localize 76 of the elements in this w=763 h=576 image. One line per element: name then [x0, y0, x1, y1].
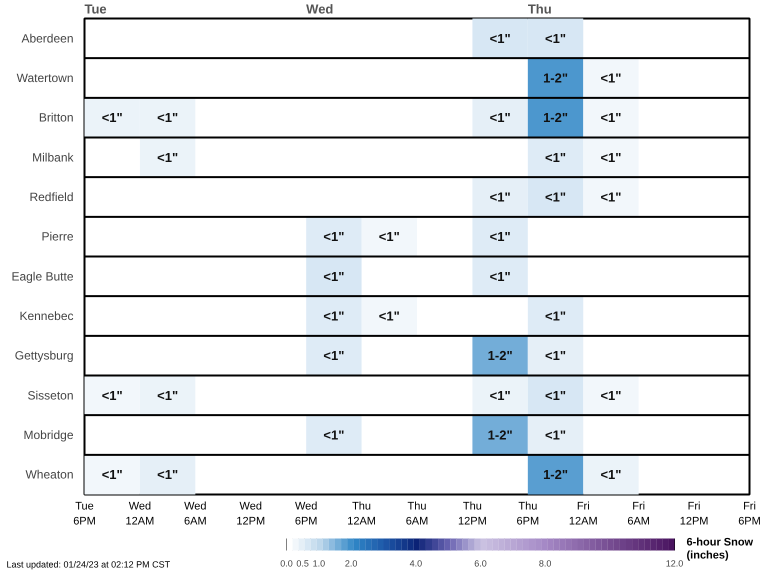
y-tick-label: Aberdeen [21, 31, 74, 46]
y-tick-label: Mobridge [23, 428, 74, 442]
data-label: <1" [157, 150, 178, 165]
data-label: <1" [157, 110, 178, 126]
data-label: <1" [157, 388, 178, 403]
data-label: <1" [600, 110, 622, 126]
text: Wed 6AM [184, 500, 207, 528]
y-tick-label: Wheaton [25, 468, 74, 482]
text: Fri 12PM [680, 500, 708, 528]
data-label: <1" [490, 388, 511, 403]
data-label: 1-2" [543, 467, 568, 482]
data-label: <1" [545, 388, 566, 403]
text: Thu 12PM [458, 500, 487, 528]
color-bar-label: 12.0 [666, 558, 684, 568]
color-bar-title: 6-hour Snow (inches) [686, 536, 754, 562]
data-label: <1" [378, 229, 400, 244]
data-label: <1" [545, 348, 566, 364]
data-label: <1" [323, 428, 344, 442]
data-label: <1" [545, 428, 566, 442]
y-tick-label: Sisseton [27, 388, 74, 402]
data-label: <1" [323, 348, 344, 364]
text: Last updated: 01/24/23 at 02:12 PM CST [6, 560, 171, 570]
color-bar-label: 4.0 [410, 558, 422, 568]
text: Wed 6PM [294, 500, 318, 528]
y-tick-label: Milbank [32, 150, 74, 164]
data-label: <1" [545, 30, 566, 46]
data-label: 1-2" [488, 348, 513, 364]
data-label: <1" [102, 467, 123, 482]
data-label: <1" [378, 308, 400, 324]
color-bar-label: 1.0 [312, 558, 326, 568]
data-label: <1" [600, 150, 622, 165]
data-label: <1" [545, 190, 566, 204]
y-tick-label: Britton [38, 110, 74, 125]
y-tick-label: Kennebec [19, 309, 74, 323]
data-label: <1" [490, 268, 511, 284]
data-label: <1" [600, 190, 622, 204]
text: Thu 6AM [406, 500, 428, 528]
data-label: 1-2" [488, 428, 513, 442]
data-label: <1" [490, 190, 511, 204]
data-label: <1" [323, 229, 344, 244]
color-bar-label: 2.0 [344, 558, 358, 568]
y-tick-label: Pierre [41, 230, 74, 244]
color-bar-label: 8.0 [538, 558, 552, 568]
data-label: <1" [323, 308, 344, 324]
data-label: <1" [490, 30, 511, 46]
data-label: <1" [545, 308, 566, 324]
text: Tue [84, 1, 107, 16]
data-label: <1" [102, 388, 123, 403]
text: Wed 12PM [236, 500, 266, 528]
data-label: <1" [600, 70, 622, 86]
y-tick-label: Redfield [29, 190, 74, 204]
data-label: <1" [102, 110, 123, 126]
y-tick-label: Gettysburg [14, 348, 74, 363]
text: Tue 6PM [73, 500, 96, 528]
y-tick-label: Watertown [16, 71, 74, 85]
data-label: <1" [490, 229, 511, 244]
text: Thu 6PM [516, 500, 540, 528]
data-label: <1" [545, 150, 566, 165]
text: Fri 6PM [738, 500, 761, 528]
color-bar-label: 0.0 [280, 558, 293, 568]
data-label: <1" [323, 268, 344, 284]
data-label: 1-2" [543, 70, 568, 86]
color-bar-label: 6.0 [474, 558, 487, 568]
color-bar-label: 0.5 [296, 558, 309, 568]
data-label: <1" [600, 467, 622, 482]
data-label: <1" [157, 467, 178, 482]
text: Fri 6AM [627, 500, 650, 528]
text: Fri 12AM [568, 500, 598, 528]
text: Wed [306, 1, 334, 16]
data-label: <1" [600, 388, 622, 403]
text: Thu [528, 1, 552, 16]
text: Wed 12AM [126, 500, 154, 528]
text: Thu 12AM [347, 500, 376, 528]
data-label: <1" [490, 110, 511, 126]
data-label: 1-2" [543, 110, 568, 126]
y-tick-label: Eagle Butte [11, 269, 74, 284]
